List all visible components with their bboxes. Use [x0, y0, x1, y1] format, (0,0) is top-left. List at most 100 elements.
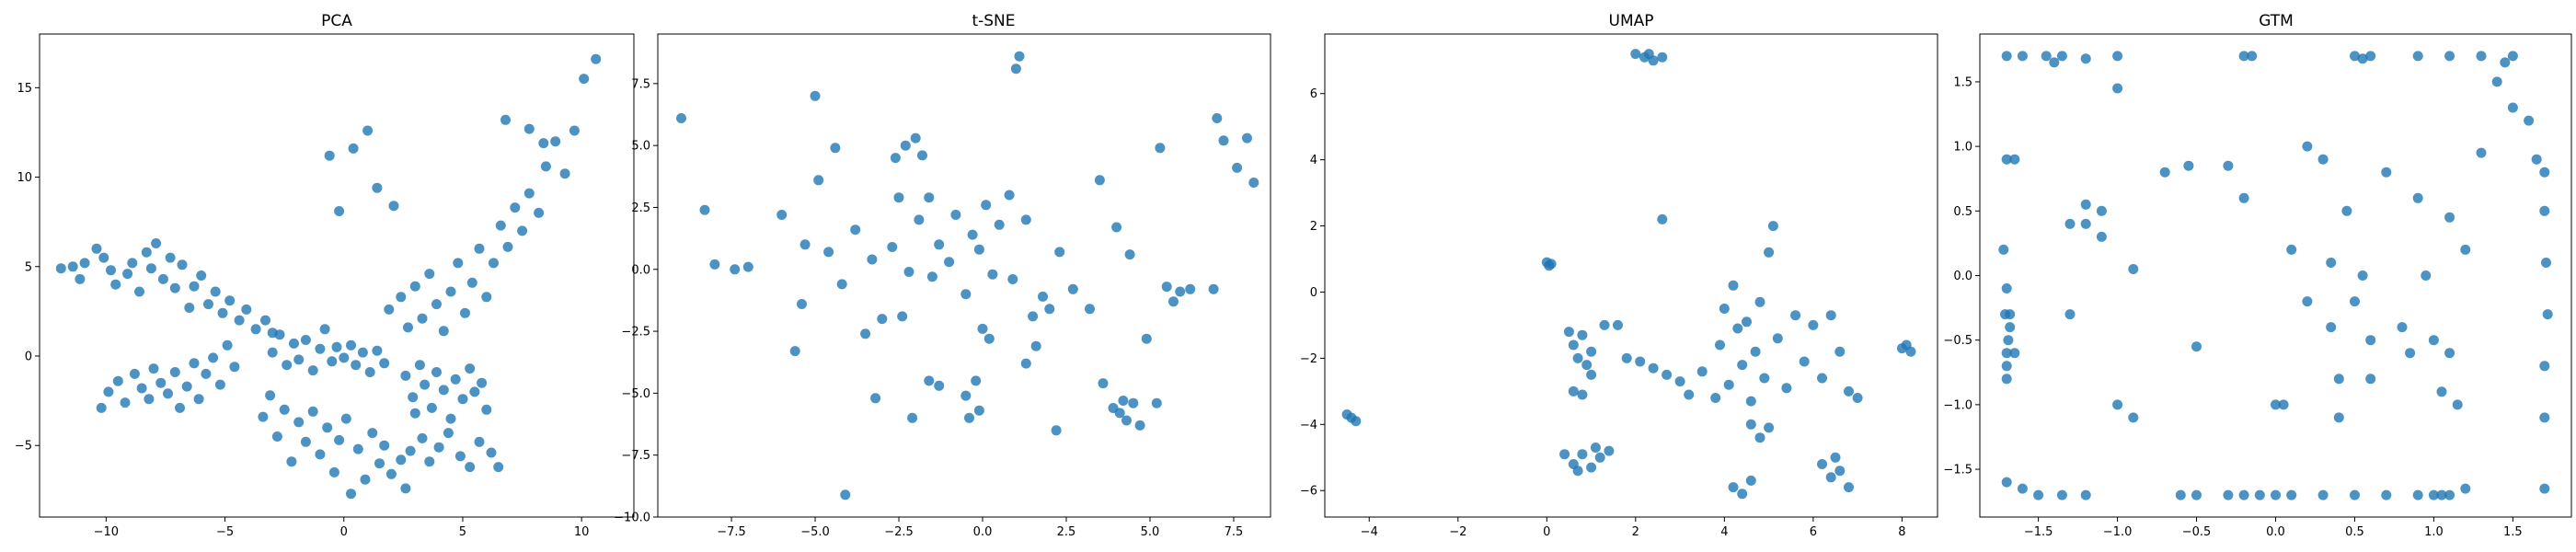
pca-point-114 — [493, 462, 504, 473]
tsne-ticks: −7.5 −5.0 −2.5 0.0 2.5 5.0 7.5 −10.0 −7.5 −5.0 −2.… — [614, 77, 1243, 539]
gtm-points — [1998, 51, 2553, 500]
umap-point-19 — [1568, 385, 1579, 397]
tsne-point-51 — [1014, 51, 1025, 62]
tsne-point-74 — [1151, 397, 1162, 408]
pca-point-112 — [474, 436, 485, 447]
umap-x-tick-label-0: −4 — [1361, 525, 1378, 539]
umap-panel: UMAP −4 −2 0 2 4 6 8 −6 −4 −2 0 2 4 6 — [1300, 12, 1938, 539]
pca-point-44 — [193, 394, 204, 405]
umap-point-35 — [1674, 376, 1685, 387]
pca-point-27 — [250, 324, 261, 335]
tsne-point-68 — [1128, 397, 1139, 408]
pca-point-70 — [271, 431, 282, 442]
tsne-point-27 — [914, 214, 925, 225]
gtm-point-18 — [2009, 154, 2020, 165]
tsne-y-tick-label-2: −5.0 — [621, 387, 650, 401]
pca-point-98 — [445, 413, 456, 424]
pca-point-10 — [134, 286, 144, 297]
gtm-point-47 — [2286, 489, 2297, 500]
tsne-point-17 — [860, 328, 871, 339]
umap-y-tick-label-1: −4 — [1300, 419, 1317, 432]
gtm-point-97 — [2541, 258, 2551, 268]
gtm-point-2 — [2041, 51, 2052, 62]
gtm-point-5 — [2080, 53, 2091, 64]
tsne-point-58 — [1020, 358, 1031, 369]
tsne-point-70 — [1118, 396, 1129, 406]
pca-point-49 — [229, 362, 240, 373]
umap-point-33 — [1648, 362, 1659, 374]
umap-point-49 — [1759, 373, 1770, 384]
umap-point-18 — [1599, 319, 1610, 330]
pca-point-96 — [431, 367, 442, 377]
gtm-point-34 — [2001, 477, 2012, 488]
tsne-point-50 — [1010, 63, 1021, 75]
gtm-y-tick-label-6: 1.5 — [1953, 75, 1972, 89]
gtm-point-70 — [2326, 322, 2337, 333]
gtm-point-80 — [2405, 348, 2416, 359]
umap-point-27 — [1604, 445, 1615, 456]
pca-point-93 — [414, 360, 425, 371]
umap-point-67 — [1745, 475, 1756, 486]
tsne-point-54 — [1028, 311, 1039, 322]
gtm-point-50 — [2381, 489, 2392, 500]
pca-point-145 — [362, 125, 374, 136]
pca-point-131 — [502, 241, 513, 252]
pca-point-121 — [431, 299, 442, 310]
gtm-point-83 — [2428, 335, 2439, 346]
pca-point-89 — [400, 483, 411, 494]
pca-point-95 — [426, 402, 437, 413]
gtm-point-63 — [2271, 399, 2281, 410]
pca-point-9 — [127, 258, 138, 269]
tsne-point-36 — [950, 210, 961, 220]
umap-point-13 — [1568, 339, 1579, 351]
umap-point-9 — [1657, 52, 1668, 63]
pca-point-41 — [175, 402, 185, 413]
gtm-point-16 — [2507, 51, 2518, 62]
gtm-y-tick-label-4: 0.5 — [1953, 205, 1972, 219]
gtm-point-45 — [2254, 489, 2265, 500]
gtm-point-60 — [2191, 341, 2202, 352]
tsne-y-tick-label-0: −10.0 — [614, 512, 650, 525]
pca-point-19 — [189, 281, 200, 292]
umap-point-50 — [1764, 247, 1775, 258]
tsne-x-tick-label-3: 0.0 — [973, 525, 993, 539]
pca-point-147 — [388, 201, 399, 212]
pca-title: PCA — [321, 12, 352, 30]
gtm-point-42 — [2191, 489, 2202, 500]
gtm-point-49 — [2350, 489, 2360, 500]
umap-point-37 — [1696, 366, 1708, 377]
gtm-y-tick-label-1: −1.0 — [1943, 398, 1972, 412]
pca-point-28 — [260, 315, 270, 326]
umap-point-48 — [1754, 296, 1765, 307]
gtm-point-11 — [2357, 53, 2368, 64]
tsne-point-71 — [1111, 222, 1122, 233]
gtm-point-64 — [2278, 399, 2289, 410]
pca-point-144 — [348, 143, 359, 154]
gtm-point-35 — [2017, 483, 2028, 494]
umap-point-65 — [1728, 482, 1739, 493]
umap-point-42 — [1728, 280, 1739, 291]
umap-point-64 — [1764, 422, 1775, 433]
tsne-point-10 — [799, 239, 811, 250]
gtm-point-100 — [2539, 205, 2550, 216]
tsne-point-28 — [893, 192, 904, 203]
gtm-point-62 — [2238, 192, 2249, 203]
gtm-point-25 — [2001, 283, 2012, 293]
gtm-x-tick-label-6: 1.5 — [2503, 525, 2523, 539]
pca-point-132 — [510, 202, 521, 213]
umap-point-39 — [1715, 339, 1725, 351]
gtm-point-24 — [1998, 244, 2009, 255]
pca-point-149 — [523, 123, 535, 134]
pca-point-16 — [169, 282, 180, 293]
pca-point-22 — [210, 286, 221, 297]
gtm-point-56 — [2064, 309, 2076, 320]
pca-point-52 — [282, 360, 293, 371]
gtm-point-95 — [2539, 361, 2550, 372]
pca-point-1 — [67, 261, 78, 272]
gtm-point-54 — [2444, 489, 2455, 500]
pca-point-100 — [457, 394, 468, 405]
pca-point-108 — [433, 442, 444, 453]
umap-point-56 — [1808, 319, 1819, 330]
tsne-point-2 — [709, 259, 720, 270]
pca-point-130 — [495, 220, 506, 231]
